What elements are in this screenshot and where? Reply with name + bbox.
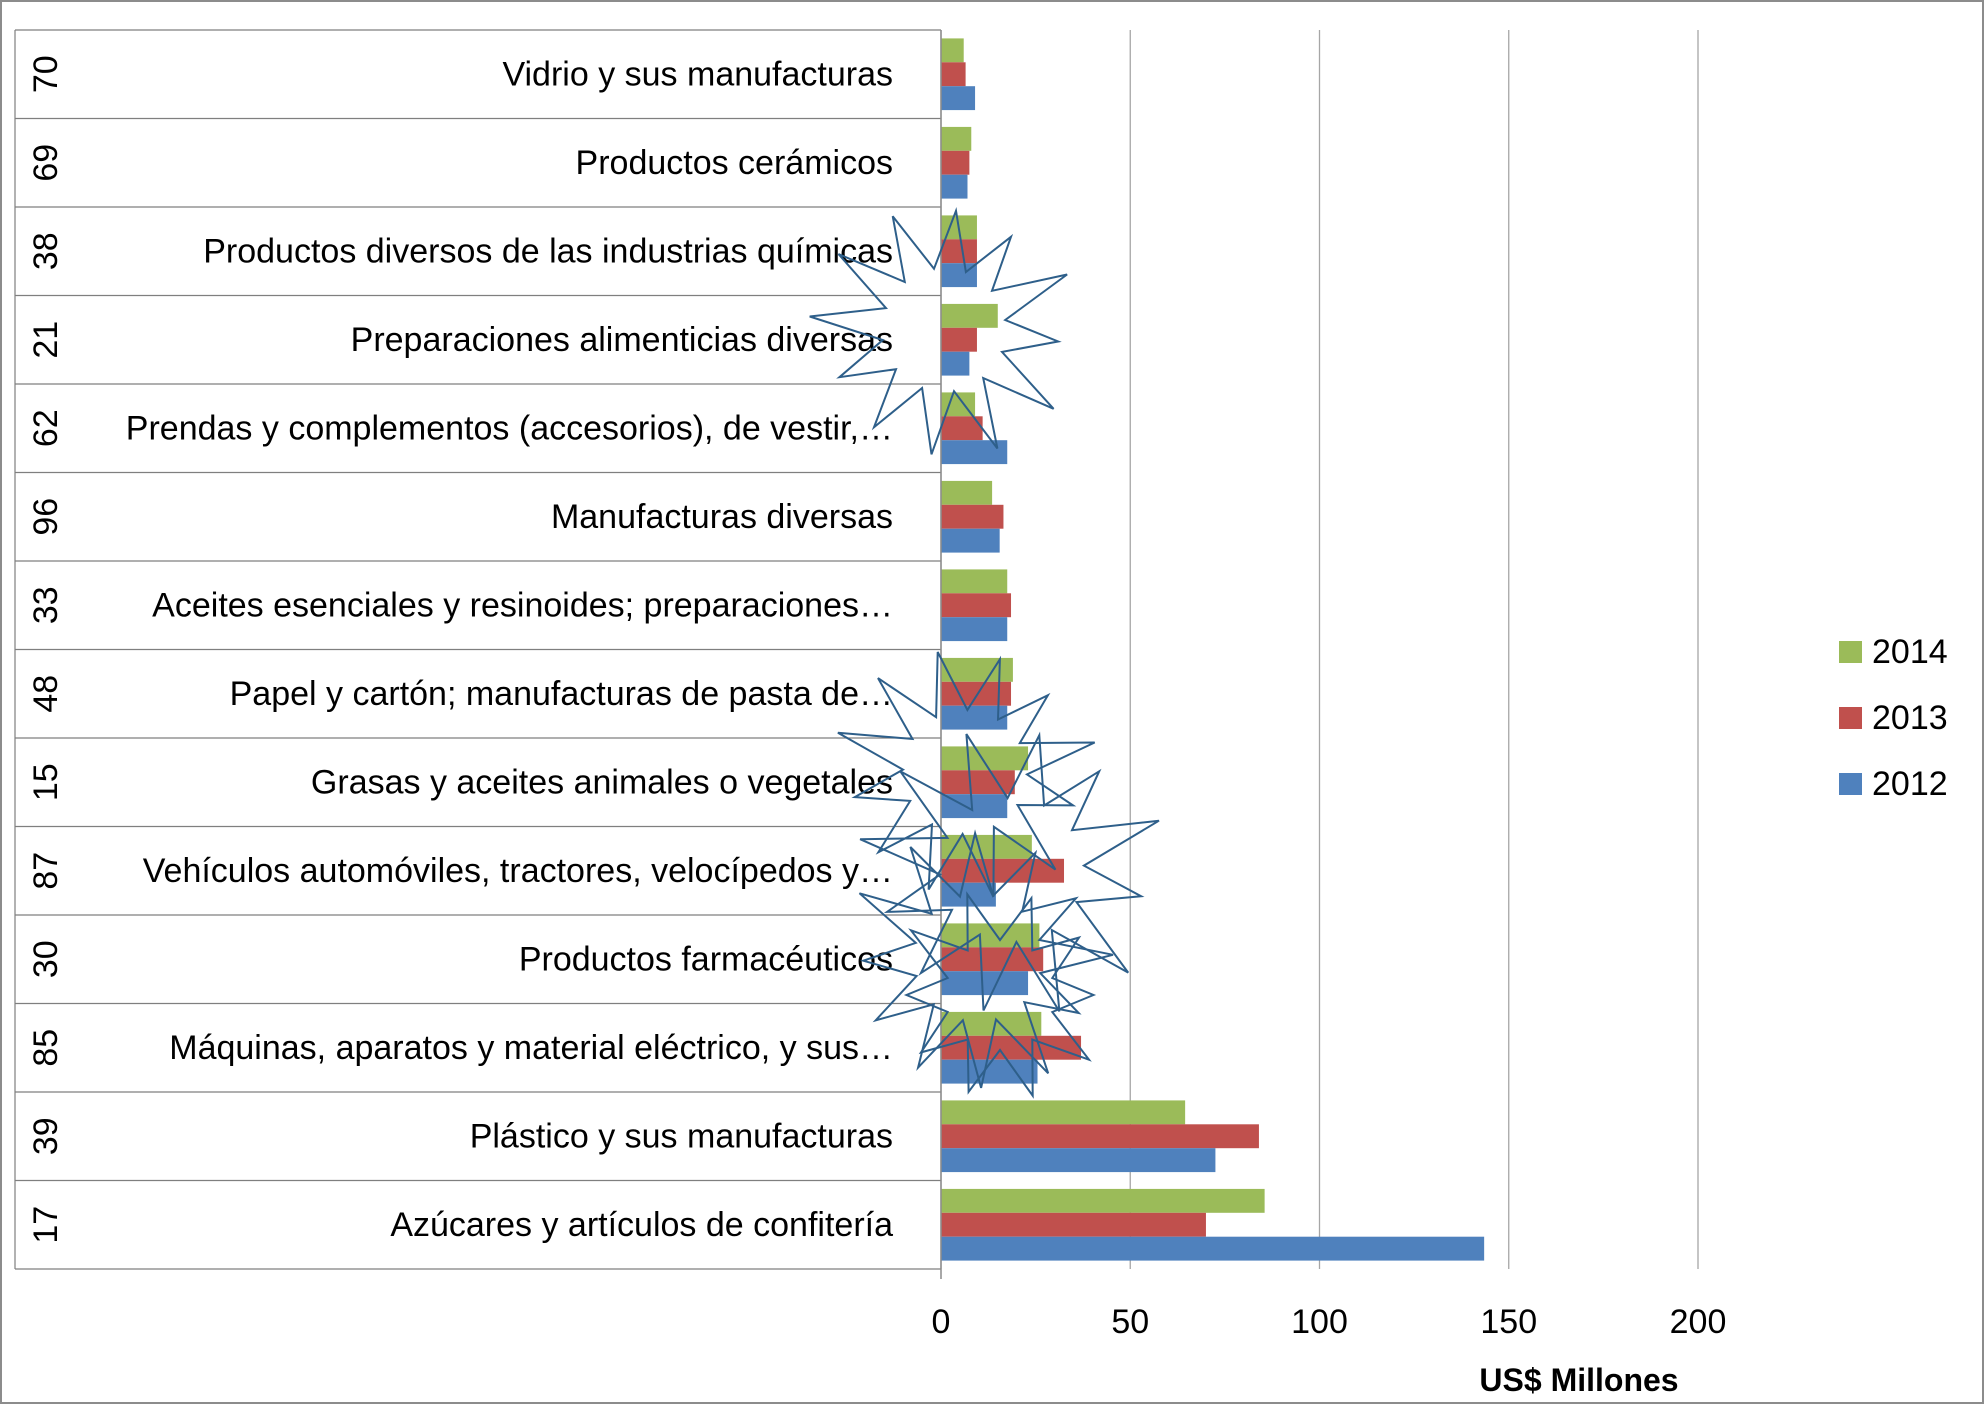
bar-2013 [941,62,966,87]
category-label: Azúcares y artículos de confitería [390,1206,893,1244]
category-code: 17 [27,1206,65,1244]
category-code: 70 [27,55,65,93]
bar-2012 [941,1059,1038,1084]
x-tick-label: 0 [932,1303,951,1341]
annotations [809,206,1160,1099]
bar-2012 [941,705,1008,730]
category-label: Aceites esenciales y resinoides; prepara… [152,586,893,624]
bar-2013 [941,1124,1259,1149]
category-label: Prendas y complementos (accesorios), de … [126,409,893,447]
category-code: 30 [27,940,65,978]
category-label: Grasas y aceites animales o vegetales [311,763,893,801]
category-label: Vehículos automóviles, tractores, velocí… [143,852,893,890]
bar-2012 [941,794,1008,819]
x-tick-label: 200 [1670,1303,1727,1341]
legend: 2014 2013 2012 [1839,633,1948,803]
category-label: Papel y cartón; manufacturas de pasta de… [230,675,893,713]
category-code: 21 [27,321,65,359]
bar-2013 [941,770,1015,795]
bar-2012 [941,174,968,199]
bar-2014 [941,569,1008,594]
bar-2014 [941,834,1032,859]
bar-2014 [941,657,1013,682]
category-code: 15 [27,763,65,801]
bar-2013 [941,416,983,441]
bar-2013 [941,593,1012,618]
bar-2013 [941,150,970,175]
bar-2014 [941,392,976,417]
category-code: 96 [27,498,65,536]
starburst-annotation [859,731,1160,1012]
x-tick-label: 50 [1111,1303,1149,1341]
category-label: Máquinas, aparatos y material eléctrico,… [169,1029,893,1067]
bar-2013 [941,327,977,352]
category-code: 38 [27,232,65,270]
legend-label-2012: 2012 [1872,765,1948,803]
category-code: 62 [27,409,65,447]
category-label: Productos cerámicos [576,144,893,182]
bar-2012 [941,617,1008,642]
starburst-annotation [858,829,1114,1089]
bar-2012 [941,440,1008,465]
bar-2014 [941,1011,1042,1036]
bar-2014 [941,1100,1186,1125]
bar-2012 [941,528,1000,553]
category-code: 69 [27,144,65,182]
legend-label-2013: 2013 [1872,699,1948,737]
category-label: Productos diversos de las industrias quí… [203,232,893,270]
category-code: 85 [27,1029,65,1067]
bar-2014 [941,1188,1265,1213]
starburst-annotation [809,206,1068,455]
bar-2013 [941,681,1012,706]
category-label: Vidrio y sus manufacturas [502,55,893,93]
bar-2012 [941,971,1029,996]
bar-2013 [941,1212,1206,1237]
legend-label-2014: 2014 [1872,633,1948,671]
bar-2014 [941,126,972,151]
category-label: Preparaciones alimenticias diversas [351,321,893,359]
category-rows: 70 Vidrio y sus manufacturas 69 Productos c… [14,29,941,1270]
category-code: 48 [27,675,65,713]
bar-2014 [941,303,998,328]
bar-2013 [941,1035,1082,1060]
bar-2014 [941,480,993,505]
x-tick-label: 150 [1480,1303,1537,1341]
category-label: Manufacturas diversas [551,498,893,536]
legend-swatch-2013 [1839,707,1862,729]
bar-2014 [941,923,1040,948]
legend-swatch-2014 [1839,641,1862,663]
category-code: 39 [27,1117,65,1155]
gridlines [940,30,1699,1269]
bar-2012 [941,1148,1216,1173]
bar-2012 [941,351,970,376]
x-axis-ticks: 0 50 100 150 200 [932,1303,1727,1341]
bar-2013 [941,947,1044,972]
starburst-annotation [903,891,1097,1099]
bar-2014 [941,746,1029,771]
legend-swatch-2012 [1839,773,1862,795]
category-code: 33 [27,586,65,624]
bar-2012 [941,1236,1485,1261]
bar-2013 [941,239,977,264]
x-tick-label: 100 [1291,1303,1348,1341]
bar-2013 [941,504,1004,529]
bar-2012 [941,86,976,111]
x-axis-title: US$ Millones [1479,1362,1678,1398]
category-label: Productos farmacéuticos [519,940,893,978]
category-label: Plástico y sus manufacturas [470,1117,893,1155]
bar-2014 [941,38,964,63]
bars [940,30,1485,1279]
category-code: 87 [27,852,65,890]
